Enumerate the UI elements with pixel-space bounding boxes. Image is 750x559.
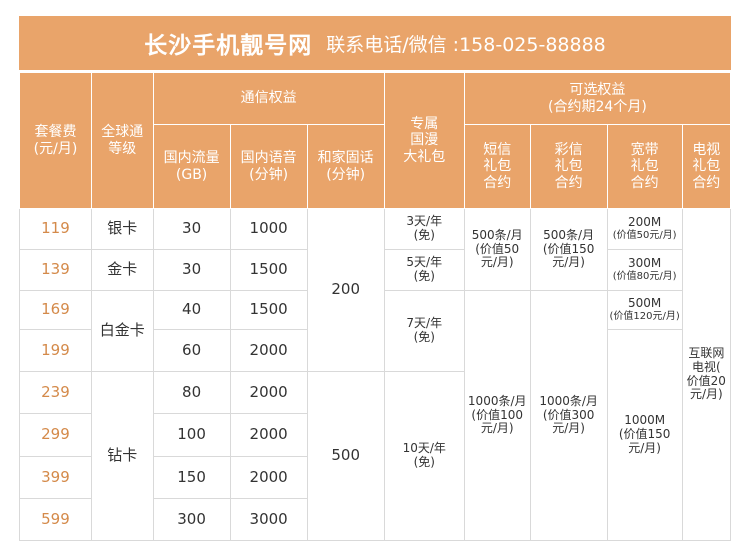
level-gold: 金卡 [90, 249, 154, 291]
voice-cell: 1000 [229, 208, 308, 250]
header-sms: 短信 礼包 合约 [463, 124, 531, 209]
level-platinum: 白金卡 [90, 290, 154, 372]
data-cell: 150 [152, 456, 231, 499]
contact-info: 联系电话/微信 :158-025-88888 [326, 33, 606, 56]
voice-cell: 2000 [229, 413, 308, 457]
voice-cell: 2000 [229, 456, 308, 499]
level-silver: 银卡 [90, 208, 154, 250]
data-cell: 40 [152, 290, 231, 330]
broadband-b2: 300M (价值80元/月) [606, 249, 683, 291]
table-row: 599 300 3000 [19, 498, 731, 541]
broadband-b4: 1000M (价值150 元/月) [606, 329, 683, 541]
price-cell: 599 [19, 498, 92, 541]
data-cell: 30 [152, 249, 231, 291]
header-price: 套餐费 (元/月) [19, 72, 92, 209]
price-cell: 139 [19, 249, 92, 291]
broadband-b3: 500M (价值120元/月) [606, 290, 683, 330]
header-optional-group: 可选权益 (合约期24个月) [463, 72, 732, 125]
table-row: 169 白金卡 40 1500 7天/年 (免) 1000条/月 (价值100 … [19, 290, 731, 541]
data-cell: 80 [152, 371, 231, 414]
roaming-r3: 7天/年 (免) [383, 290, 465, 372]
header-voice: 国内语音 (分钟) [229, 124, 308, 209]
roaming-r4: 10天/年 (免) [383, 371, 465, 541]
voice-cell: 2000 [229, 329, 308, 372]
header-broadband: 宽带 礼包 合约 [606, 124, 683, 209]
data-cell: 60 [152, 329, 231, 372]
table-row: 399 150 2000 [19, 456, 731, 499]
table-row: 119 银卡 30 1000 200 3天/年 (免) 500条/月 (价值50… [19, 208, 732, 541]
mms-high: 1000条/月 (价值300 元/月) [529, 290, 608, 541]
sms-low: 500条/月 (价值50 元/月) [463, 208, 531, 291]
tv-all: 互联网 电视( 价值20 元/月) [681, 208, 732, 541]
broadband-b1: 200M (价值50元/月) [606, 208, 683, 250]
header-data: 国内流量 (GB) [152, 124, 231, 209]
roaming-r1: 3天/年 (免) [383, 208, 465, 250]
header-mms: 彩信 礼包 合约 [529, 124, 608, 209]
price-cell: 239 [19, 371, 92, 414]
voice-cell: 1500 [229, 290, 308, 330]
plans-table: 套餐费 (元/月) 全球通 等级 通信权益 专属 国漫 大礼包 可选权益 (合约… [19, 72, 732, 541]
price-cell: 399 [19, 456, 92, 499]
level-diamond: 钻卡 [90, 371, 154, 541]
header-home: 和家固话 (分钟) [306, 124, 385, 209]
table-row: 139 金卡 30 1500 5天/年 (免) 300M (价值80元/月) [19, 249, 731, 291]
data-cell: 300 [152, 498, 231, 541]
price-cell: 119 [19, 208, 92, 250]
voice-cell: 3000 [229, 498, 308, 541]
title-bar: 长沙手机靓号网 联系电话/微信 :158-025-88888 [19, 16, 731, 72]
home-minutes-low: 200 [306, 208, 385, 372]
sms-high: 1000条/月 (价值100 元/月) [463, 290, 531, 541]
home-minutes-high: 500 [306, 371, 385, 541]
header-comm-group: 通信权益 [152, 72, 385, 125]
voice-cell: 1500 [229, 249, 308, 291]
header-tv: 电视 礼包 合约 [681, 124, 732, 209]
voice-cell: 2000 [229, 371, 308, 414]
header-level: 全球通 等级 [90, 72, 154, 209]
mms-low: 500条/月 (价值150 元/月) [529, 208, 608, 291]
price-cell: 199 [19, 329, 92, 372]
price-cell: 169 [19, 290, 92, 330]
roaming-r2: 5天/年 (免) [383, 249, 465, 291]
header-roaming: 专属 国漫 大礼包 [383, 72, 465, 209]
price-cell: 299 [19, 413, 92, 457]
table-row: 299 100 2000 [19, 413, 731, 457]
page-title: 长沙手机靓号网 [144, 33, 313, 59]
data-cell: 100 [152, 413, 231, 457]
data-cell: 30 [152, 208, 231, 250]
